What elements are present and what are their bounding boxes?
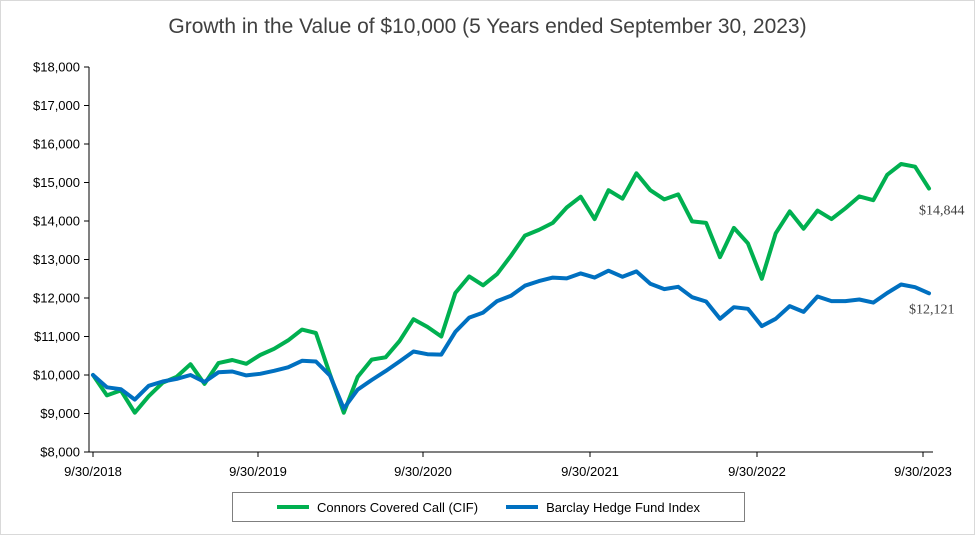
y-axis: $8,000 $9,000 $10,000 $11,000 $12,000 $13,000… <box>33 60 90 460</box>
series-lines <box>91 162 931 415</box>
series-line-cif <box>91 162 931 415</box>
legend-swatch-barclay <box>506 505 539 509</box>
legend-label-barclay: Barclay Hedge Fund Index <box>546 499 701 515</box>
legend-label-cif: Connors Covered Call (CIF) <box>316 499 479 515</box>
legend-item-cif: Connors Covered Call (CIF) <box>276 499 479 515</box>
chart-title: Growth in the Value of $10,000 (5 Years … <box>168 15 807 38</box>
end-label-barclay: $12,121 <box>909 302 955 317</box>
y-tick-label: $13,000 <box>33 252 80 267</box>
y-tick-label: $16,000 <box>33 137 80 152</box>
y-tick-label: $8,000 <box>40 445 80 460</box>
legend: Connors Covered Call (CIF) Barclay Hedge… <box>232 492 745 522</box>
x-axis: 9/30/2018 9/30/2019 9/30/2020 9/30/2021 9/30… <box>64 451 952 479</box>
y-tick-label: $10,000 <box>33 368 80 383</box>
series-line-barclay <box>91 268 931 411</box>
y-tick-label: $14,000 <box>33 214 80 229</box>
end-labels: $14,844 $12,121 <box>909 204 965 318</box>
x-tick-label: 9/30/2023 <box>894 464 952 479</box>
y-tick-label: $11,000 <box>34 329 80 344</box>
y-tick-label: $15,000 <box>33 175 80 190</box>
legend-item-barclay: Barclay Hedge Fund Index <box>506 500 700 515</box>
end-label-cif: $14,844 <box>919 204 965 219</box>
y-tick-label: $18,000 <box>33 60 80 75</box>
x-tick-label: 9/30/2018 <box>64 464 122 479</box>
x-tick-label: 9/30/2022 <box>728 464 786 479</box>
y-tick-label: $9,000 <box>40 406 80 421</box>
legend-swatch-cif <box>276 505 309 509</box>
x-tick-label: 9/30/2019 <box>229 464 287 479</box>
x-tick-label: 9/30/2020 <box>394 464 452 479</box>
y-tick-label: $12,000 <box>33 291 80 306</box>
y-tick-label: $17,000 <box>33 98 80 113</box>
x-tick-label: 9/30/2021 <box>561 464 619 479</box>
